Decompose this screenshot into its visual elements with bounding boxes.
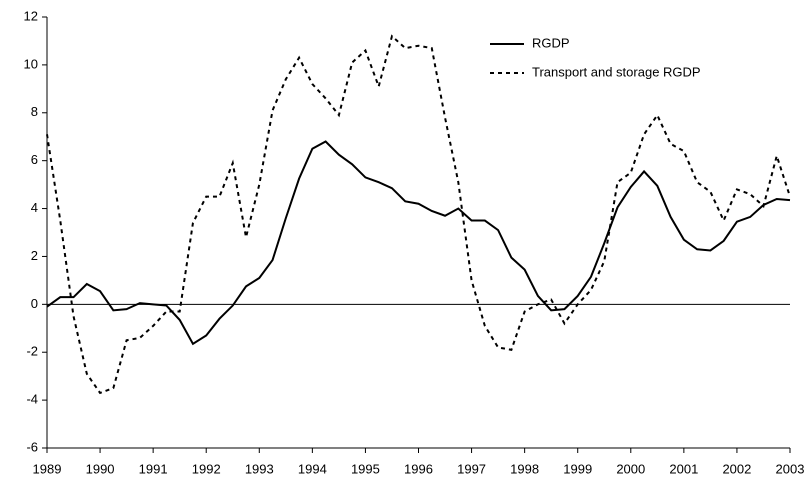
x-tick-label: 2002 <box>722 461 751 476</box>
y-tick-label: -2 <box>26 344 38 359</box>
y-tick-label: 12 <box>24 8 38 23</box>
x-tick-label: 1992 <box>192 461 221 476</box>
y-tick-label: -4 <box>26 392 38 407</box>
y-tick-label: 8 <box>31 104 38 119</box>
x-tick-label: 1994 <box>298 461 327 476</box>
x-tick-label: 1989 <box>33 461 62 476</box>
series-line <box>46 140 791 346</box>
y-tick-label: 2 <box>31 248 38 263</box>
y-tick-label: 6 <box>31 152 38 167</box>
x-tick-label: 1991 <box>139 461 168 476</box>
x-tick-label: 1998 <box>510 461 539 476</box>
legend-label: RGDP <box>532 35 570 50</box>
series-line <box>46 34 791 395</box>
y-tick-label: 0 <box>31 296 38 311</box>
x-tick-label: 2001 <box>669 461 698 476</box>
x-tick-label: 2000 <box>616 461 645 476</box>
x-tick-label: 1996 <box>404 461 433 476</box>
y-tick-label: -6 <box>26 439 38 454</box>
x-tick-label: 1993 <box>245 461 274 476</box>
x-tick-label: 2003 <box>776 461 805 476</box>
x-tick-label: 1995 <box>351 461 380 476</box>
x-tick-label: 1999 <box>563 461 592 476</box>
x-tick-label: 1990 <box>86 461 115 476</box>
y-tick-label: 10 <box>24 56 38 71</box>
legend-label: Transport and storage RGDP <box>532 64 701 79</box>
y-tick-label: 4 <box>31 200 38 215</box>
x-tick-label: 1997 <box>457 461 486 476</box>
